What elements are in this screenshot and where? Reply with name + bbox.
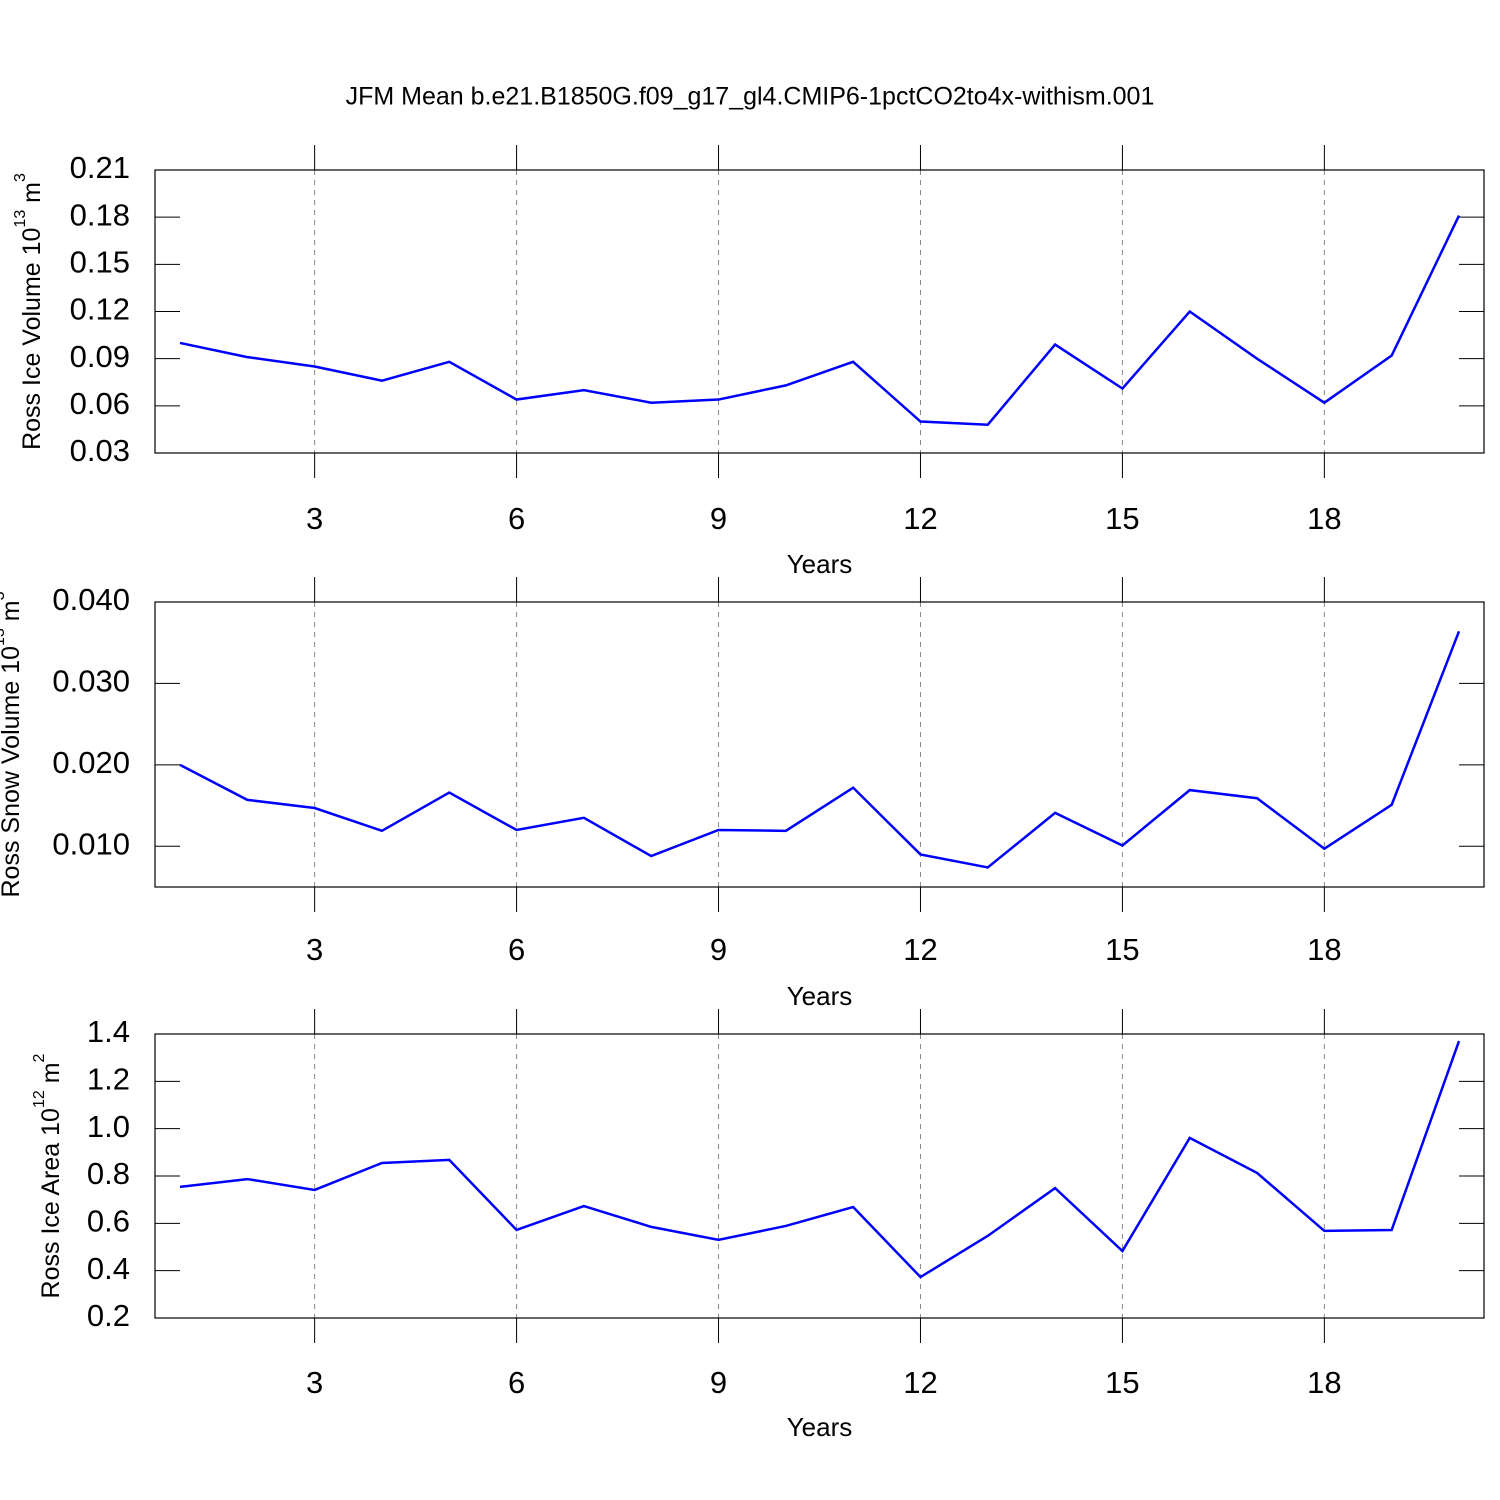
- x-tick-label: 9: [710, 1365, 727, 1400]
- chart-title: JFM Mean b.e21.B1850G.f09_g17_gl4.CMIP6-…: [346, 83, 1155, 111]
- y-tick-label: 1.2: [87, 1062, 130, 1097]
- y-axis-label-part: m: [37, 1062, 65, 1090]
- y-tick-label: 0.6: [87, 1204, 130, 1239]
- y-tick-label: 0.12: [70, 292, 130, 327]
- y-axis-label-part: Ross Snow Volume 10: [0, 646, 25, 898]
- x-tick-label: 18: [1307, 1365, 1341, 1400]
- plot-frame: [154, 169, 1485, 454]
- y-tick-label: 1.0: [87, 1109, 130, 1144]
- data-line: [179, 630, 1461, 869]
- y-axis-label-part: 3: [0, 591, 8, 600]
- y-tick-label: 0.15: [70, 245, 130, 280]
- y-axis-label: Ross Snow Volume 1013 m3: [0, 591, 25, 897]
- y-axis-label-part: Ross Ice Volume 10: [18, 228, 46, 450]
- x-axis-label: Years: [787, 1412, 853, 1442]
- y-tick-label: 1.4: [87, 1014, 130, 1049]
- x-tick-label: 12: [903, 932, 937, 967]
- y-tick-label: 0.2: [87, 1298, 130, 1333]
- x-tick-label: 6: [508, 932, 525, 967]
- x-tick-label: 3: [306, 501, 323, 536]
- y-axis-label: Ross Ice Area 1012 m2: [31, 1053, 64, 1298]
- y-axis-label-part: 2: [31, 1053, 48, 1062]
- y-axis-label-part: 3: [12, 173, 29, 182]
- x-tick-label: 15: [1105, 1365, 1139, 1400]
- y-tick-label: 0.010: [52, 826, 130, 861]
- y-tick-label: 0.4: [87, 1251, 130, 1286]
- x-tick-label: 12: [903, 1365, 937, 1400]
- x-tick-label: 15: [1105, 501, 1139, 536]
- y-tick-label: 0.21: [70, 150, 130, 185]
- y-axis-label-part: m: [18, 182, 46, 210]
- x-axis-label: Years: [787, 549, 853, 579]
- x-tick-label: 9: [710, 932, 727, 967]
- y-axis-label-part: 13: [0, 628, 8, 646]
- y-axis-label-part: 13: [12, 210, 29, 228]
- plot-frame: [154, 1033, 1485, 1319]
- y-tick-label: 0.06: [70, 386, 130, 421]
- x-tick-label: 12: [903, 501, 937, 536]
- x-tick-label: 6: [508, 1365, 525, 1400]
- y-tick-label: 0.09: [70, 339, 130, 374]
- x-tick-label: 15: [1105, 932, 1139, 967]
- plot-frame: [154, 601, 1485, 888]
- data-line: [179, 215, 1461, 426]
- x-tick-label: 3: [306, 1365, 323, 1400]
- y-axis-label-part: Ross Ice Area 10: [37, 1108, 65, 1298]
- y-axis-label-part: 12: [31, 1090, 48, 1108]
- y-tick-label: 0.18: [70, 197, 130, 232]
- data-line: [179, 1040, 1461, 1279]
- x-tick-label: 3: [306, 932, 323, 967]
- y-tick-label: 0.020: [52, 745, 130, 780]
- x-tick-label: 18: [1307, 932, 1341, 967]
- x-tick-label: 6: [508, 501, 525, 536]
- x-axis-label: Years: [787, 981, 853, 1011]
- y-tick-label: 0.030: [52, 664, 130, 699]
- y-tick-label: 0.03: [70, 433, 130, 468]
- y-tick-label: 0.8: [87, 1156, 130, 1191]
- y-axis-label: Ross Ice Volume 1013 m3: [12, 173, 45, 450]
- y-tick-label: 0.040: [52, 582, 130, 617]
- x-tick-label: 9: [710, 501, 727, 536]
- x-tick-label: 18: [1307, 501, 1341, 536]
- y-axis-label-part: m: [0, 600, 25, 628]
